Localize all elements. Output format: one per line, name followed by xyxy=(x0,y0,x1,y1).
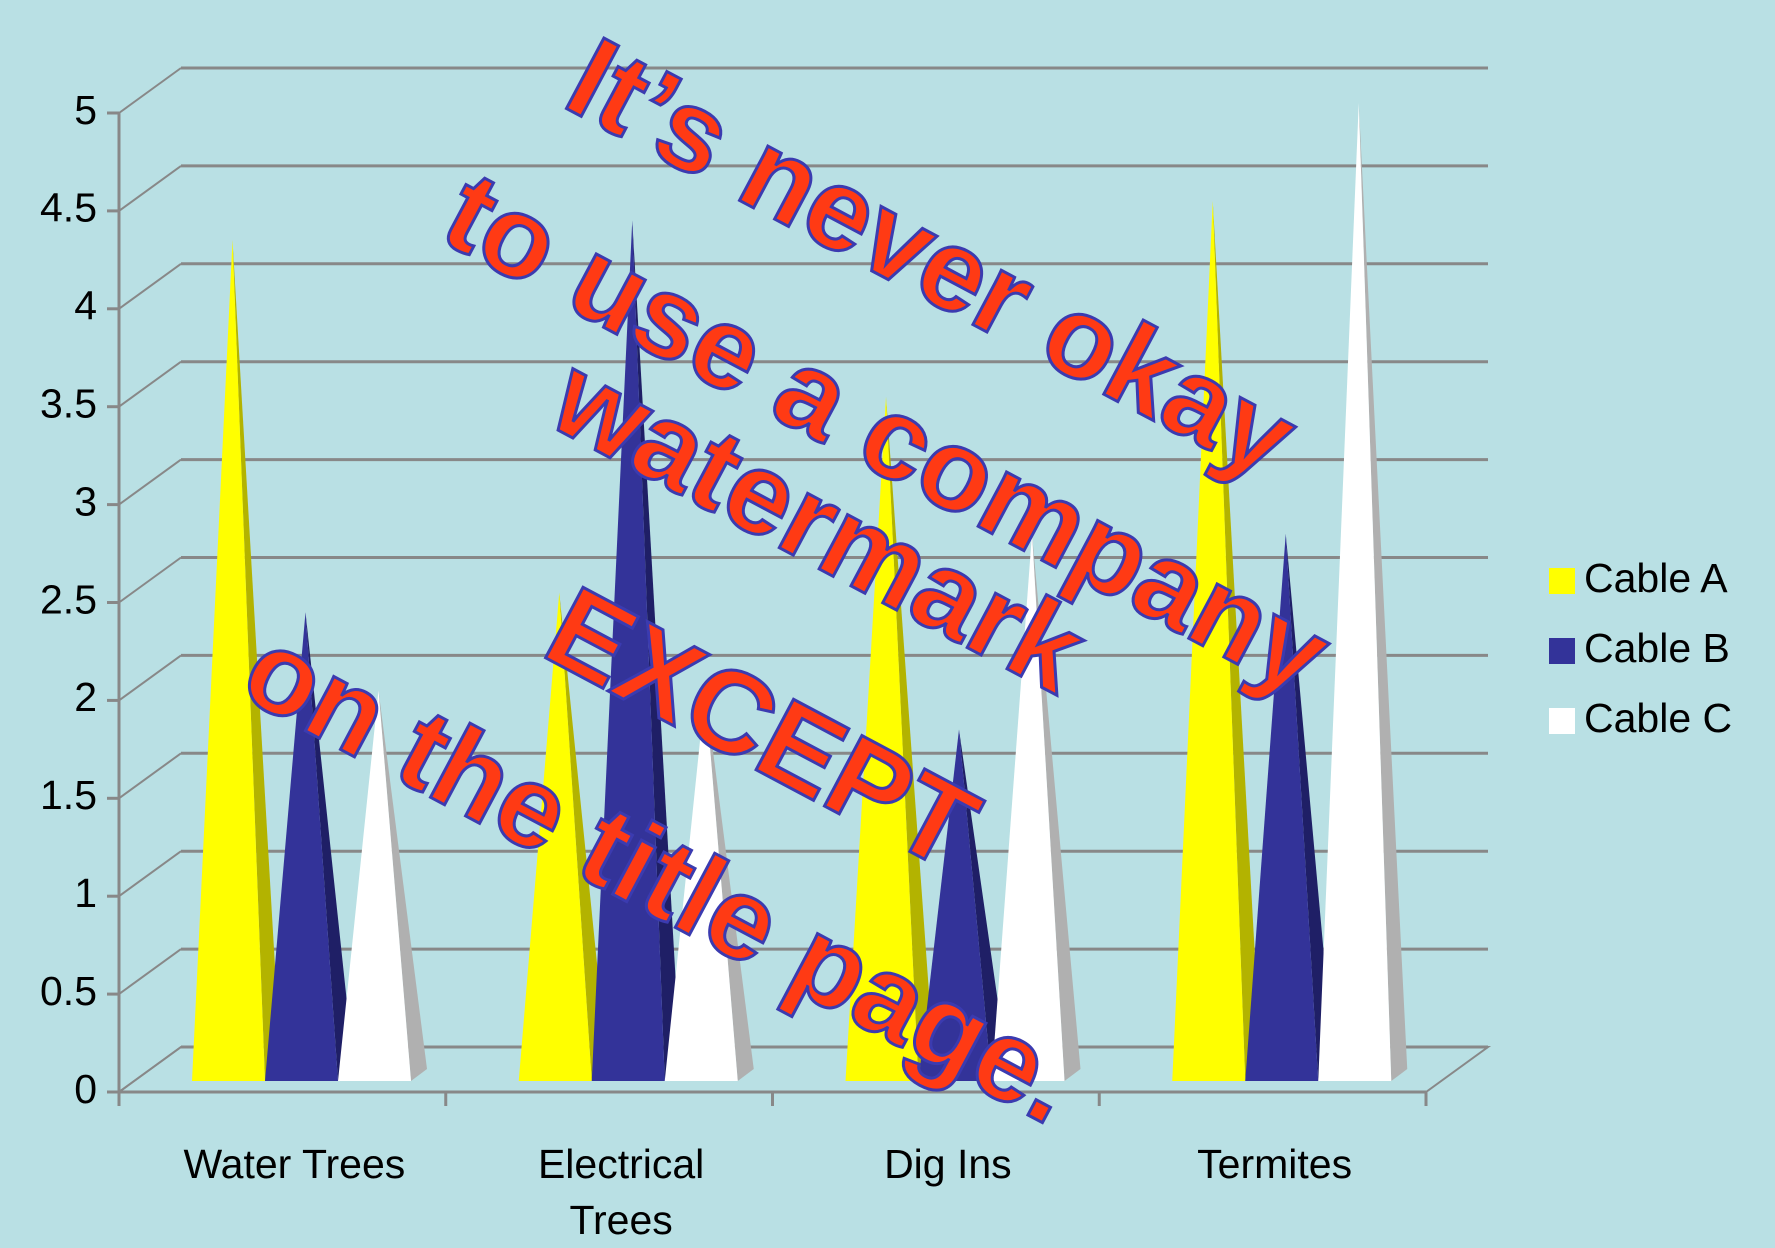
pyramid xyxy=(1318,103,1408,1081)
pyramid-front xyxy=(991,533,1065,1081)
x-tick-label: Electrical Trees xyxy=(537,1141,705,1243)
y-tick-label: 2 xyxy=(74,674,97,720)
grid-line xyxy=(118,262,182,310)
legend-label: Cable B xyxy=(1584,625,1730,671)
pyramid xyxy=(338,690,427,1081)
grid-line xyxy=(118,654,182,702)
grid-line xyxy=(118,360,182,408)
pyramid xyxy=(591,220,681,1082)
pyramid-side xyxy=(1285,533,1335,1081)
pyramid-front xyxy=(591,220,665,1082)
pyramid-front xyxy=(1172,200,1246,1081)
pyramid xyxy=(991,533,1081,1081)
pyramid-side xyxy=(705,690,754,1081)
y-tick-label: 0 xyxy=(74,1066,97,1112)
y-tick-label: 4 xyxy=(74,283,97,329)
grid-line xyxy=(118,1046,182,1093)
pyramid-side xyxy=(1032,533,1081,1081)
y-tick-label: 2.5 xyxy=(40,576,97,622)
pyramid-side xyxy=(886,396,935,1081)
grid-line xyxy=(118,850,182,898)
y-tick-label: 1.5 xyxy=(40,772,97,818)
pyramid xyxy=(265,612,354,1081)
pyramid-front xyxy=(265,612,338,1081)
pyramid-side xyxy=(378,690,427,1081)
y-tick-label: 3 xyxy=(74,478,97,524)
grid-line xyxy=(118,948,182,995)
pyramid-front xyxy=(845,396,919,1081)
pyramid-side xyxy=(232,240,281,1081)
legend-label: Cable A xyxy=(1584,555,1728,601)
pyramid-front xyxy=(1245,533,1319,1081)
legend-label: Cable C xyxy=(1584,695,1732,741)
legend-swatch xyxy=(1549,708,1575,734)
x-tick-label: Water Trees xyxy=(183,1141,406,1187)
pyramid-front xyxy=(338,690,411,1081)
grid-line xyxy=(118,556,182,604)
pyramid xyxy=(664,690,754,1081)
y-tick-label: 5 xyxy=(74,87,97,133)
pyramid xyxy=(1245,533,1335,1081)
grid-line xyxy=(118,67,182,114)
pyramid xyxy=(192,240,281,1081)
y-tick-label: 4.5 xyxy=(40,185,97,231)
pyramid xyxy=(1172,200,1262,1081)
pyramid-side xyxy=(1212,200,1262,1081)
pyramid xyxy=(918,729,1008,1081)
x-tick-label: Termites xyxy=(1197,1141,1353,1187)
pyramid xyxy=(845,396,935,1081)
pyramid-side xyxy=(305,612,354,1081)
grid-line xyxy=(118,458,182,506)
pyramid-front xyxy=(1318,103,1392,1081)
pyramid-side xyxy=(559,592,608,1081)
grid-line xyxy=(118,165,182,212)
y-tick-label: 3.5 xyxy=(40,381,97,427)
pyramid-front xyxy=(664,690,738,1081)
y-tick-label: 0.5 xyxy=(40,968,97,1014)
pyramid-side xyxy=(1358,103,1408,1081)
pyramid xyxy=(518,592,608,1081)
y-tick-label: 1 xyxy=(74,870,97,916)
legend-swatch xyxy=(1549,568,1575,594)
pyramid-side xyxy=(959,729,1008,1081)
legend-swatch xyxy=(1549,638,1575,664)
pyramid-front xyxy=(518,592,592,1081)
pyramid-side xyxy=(632,220,681,1082)
x-tick-label: Dig Ins xyxy=(884,1141,1012,1187)
pyramid-front xyxy=(918,729,992,1081)
grid-line xyxy=(118,752,182,800)
pyramid-front xyxy=(192,240,265,1081)
